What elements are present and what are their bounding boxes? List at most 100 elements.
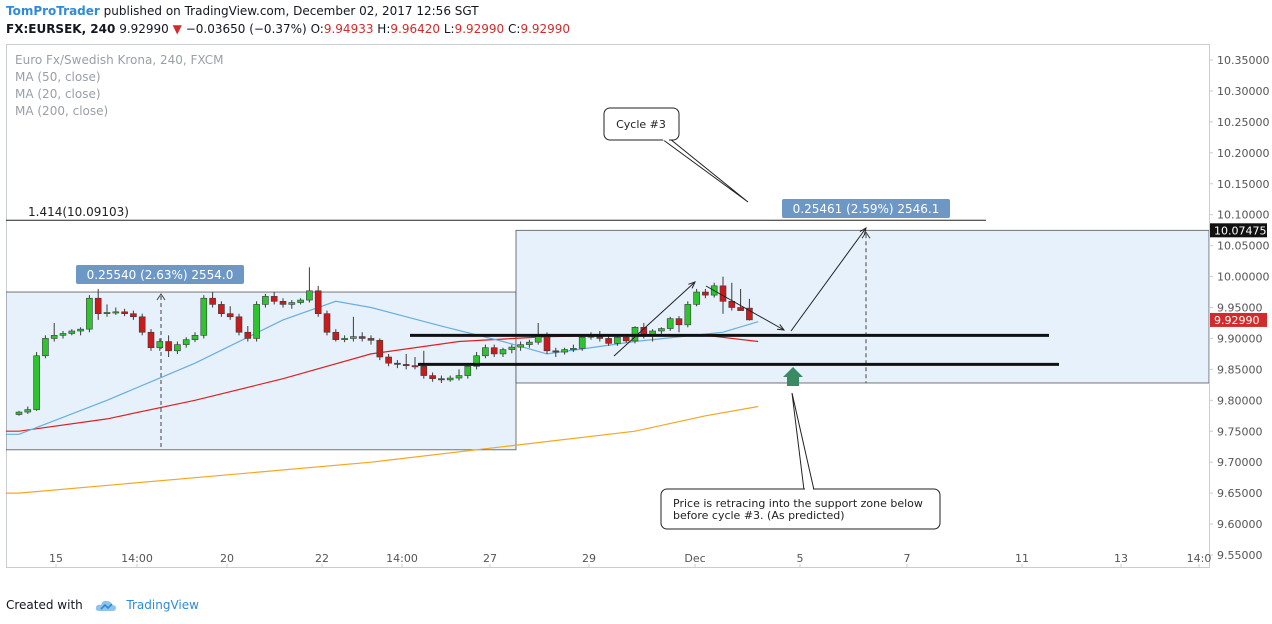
candle-body: [746, 307, 753, 321]
candle: [429, 372, 436, 382]
candle-body: [270, 296, 278, 302]
candle: [517, 341, 524, 351]
candle: [218, 301, 225, 317]
candle: [191, 332, 199, 343]
close-label: C:: [508, 22, 521, 36]
chart-area[interactable]: 1.414(10.09103) 0.25540 (2.63%) 2554.0 0.…: [5, 44, 1270, 568]
candle: [33, 352, 40, 411]
arrow-down-1-head: [776, 324, 786, 331]
callout-support-text-1: Price is retracing into the support zone…: [673, 497, 923, 510]
y-tick-label: 9.75000: [1217, 425, 1263, 438]
author-link[interactable]: TomProTrader: [6, 4, 100, 18]
candle-body: [174, 344, 181, 352]
y-tick-label: 10.00000: [1217, 271, 1270, 284]
candle-body: [147, 331, 155, 349]
candle: [86, 295, 93, 333]
candle-body: [684, 304, 692, 326]
candle: [561, 347, 568, 355]
candle-body: [50, 335, 58, 339]
y-tick-label: 9.70000: [1217, 456, 1263, 469]
x-tick-label: 29: [582, 552, 596, 565]
candle: [94, 288, 102, 320]
candle-body: [658, 328, 665, 332]
x-tick-label: 7: [904, 552, 911, 565]
legend-title: Euro Fx/Swedish Krona, 240, FXCM: [15, 53, 224, 67]
x-tick-label: 13: [1114, 552, 1128, 565]
candle-body: [235, 316, 243, 333]
range-box-2: [515, 229, 1210, 384]
callout-cycle3-pointer: [660, 138, 749, 203]
range-1-label-text: 0.25540 (2.63%) 2554.0: [87, 268, 234, 282]
candle-body: [253, 304, 260, 339]
candle: [279, 298, 287, 308]
arrow-up-2-head: [859, 226, 867, 235]
range-1-label: 0.25540 (2.63%) 2554.0: [76, 265, 244, 284]
legend-ma50[interactable]: MA (50, close): [15, 70, 101, 84]
candle-body: [526, 341, 533, 345]
candle: [323, 310, 331, 336]
candle-body: [218, 304, 225, 314]
candle-body: [138, 316, 146, 333]
range-1-arrowhead: [156, 293, 166, 301]
candle-body: [508, 346, 516, 350]
legend-ma20[interactable]: MA (20, close): [15, 87, 101, 101]
legend-ma200[interactable]: MA (200, close): [15, 104, 109, 118]
candle-body: [24, 409, 32, 413]
candle: [385, 353, 392, 367]
high-label: H:: [377, 22, 391, 36]
candle-body: [341, 338, 348, 340]
candle-body: [666, 318, 674, 329]
y-tick-label: 9.85000: [1217, 363, 1263, 376]
candle-body: [693, 291, 700, 305]
callout-support: Price is retracing into the support zone…: [660, 392, 941, 530]
candle-body: [279, 301, 287, 305]
candle: [147, 329, 155, 351]
ma200-line: [5, 405, 759, 494]
candle-body: [702, 291, 709, 296]
x-tick-label: 27: [483, 552, 497, 565]
chart-svg: 1.414(10.09103) 0.25540 (2.63%) 2554.0 0.…: [5, 44, 1270, 568]
candle: [666, 316, 674, 332]
candle-body: [385, 356, 392, 364]
candle: [737, 288, 744, 311]
callout-cycle3-box: [603, 107, 680, 141]
range-box-1: [5, 291, 517, 451]
candle: [552, 347, 560, 357]
candle: [675, 316, 683, 333]
y-tick-label: 9.90000: [1217, 332, 1263, 345]
candle: [130, 310, 137, 320]
candle-body: [605, 338, 612, 344]
candle-body: [499, 349, 507, 355]
x-tick-label: 11: [1015, 552, 1029, 565]
arrow-down-1: [705, 285, 785, 331]
open-label: O:: [310, 22, 324, 36]
candle: [297, 298, 304, 305]
x-tick-label: 22: [315, 552, 329, 565]
candle-body: [86, 297, 93, 330]
publish-line: TomProTrader published on TradingView.co…: [6, 4, 479, 18]
candle-body: [103, 312, 111, 314]
candle: [270, 292, 278, 305]
candle-body: [517, 344, 524, 348]
candle-body: [262, 296, 269, 305]
last-price-tag-text: 9.92990: [1214, 314, 1260, 327]
y-tick-label: 10.15000: [1217, 178, 1270, 191]
candle: [50, 322, 58, 342]
candle: [455, 369, 463, 381]
y-tick-label: 10.30000: [1217, 85, 1270, 98]
candle-body: [297, 299, 304, 303]
callout-support-box: [660, 488, 941, 530]
y-tick-label: 10.35000: [1217, 54, 1270, 67]
candle: [103, 304, 111, 317]
candle-body: [420, 365, 428, 376]
candle-body: [490, 347, 498, 355]
candle-body: [446, 377, 454, 381]
candle: [165, 335, 172, 357]
tradingview-link[interactable]: TradingView: [126, 598, 199, 612]
candle: [24, 406, 32, 414]
candle: [68, 329, 76, 336]
candle-body: [112, 311, 120, 314]
candle-body: [121, 311, 128, 314]
candle-body: [42, 338, 49, 357]
low-value: 9.92990: [454, 22, 505, 36]
